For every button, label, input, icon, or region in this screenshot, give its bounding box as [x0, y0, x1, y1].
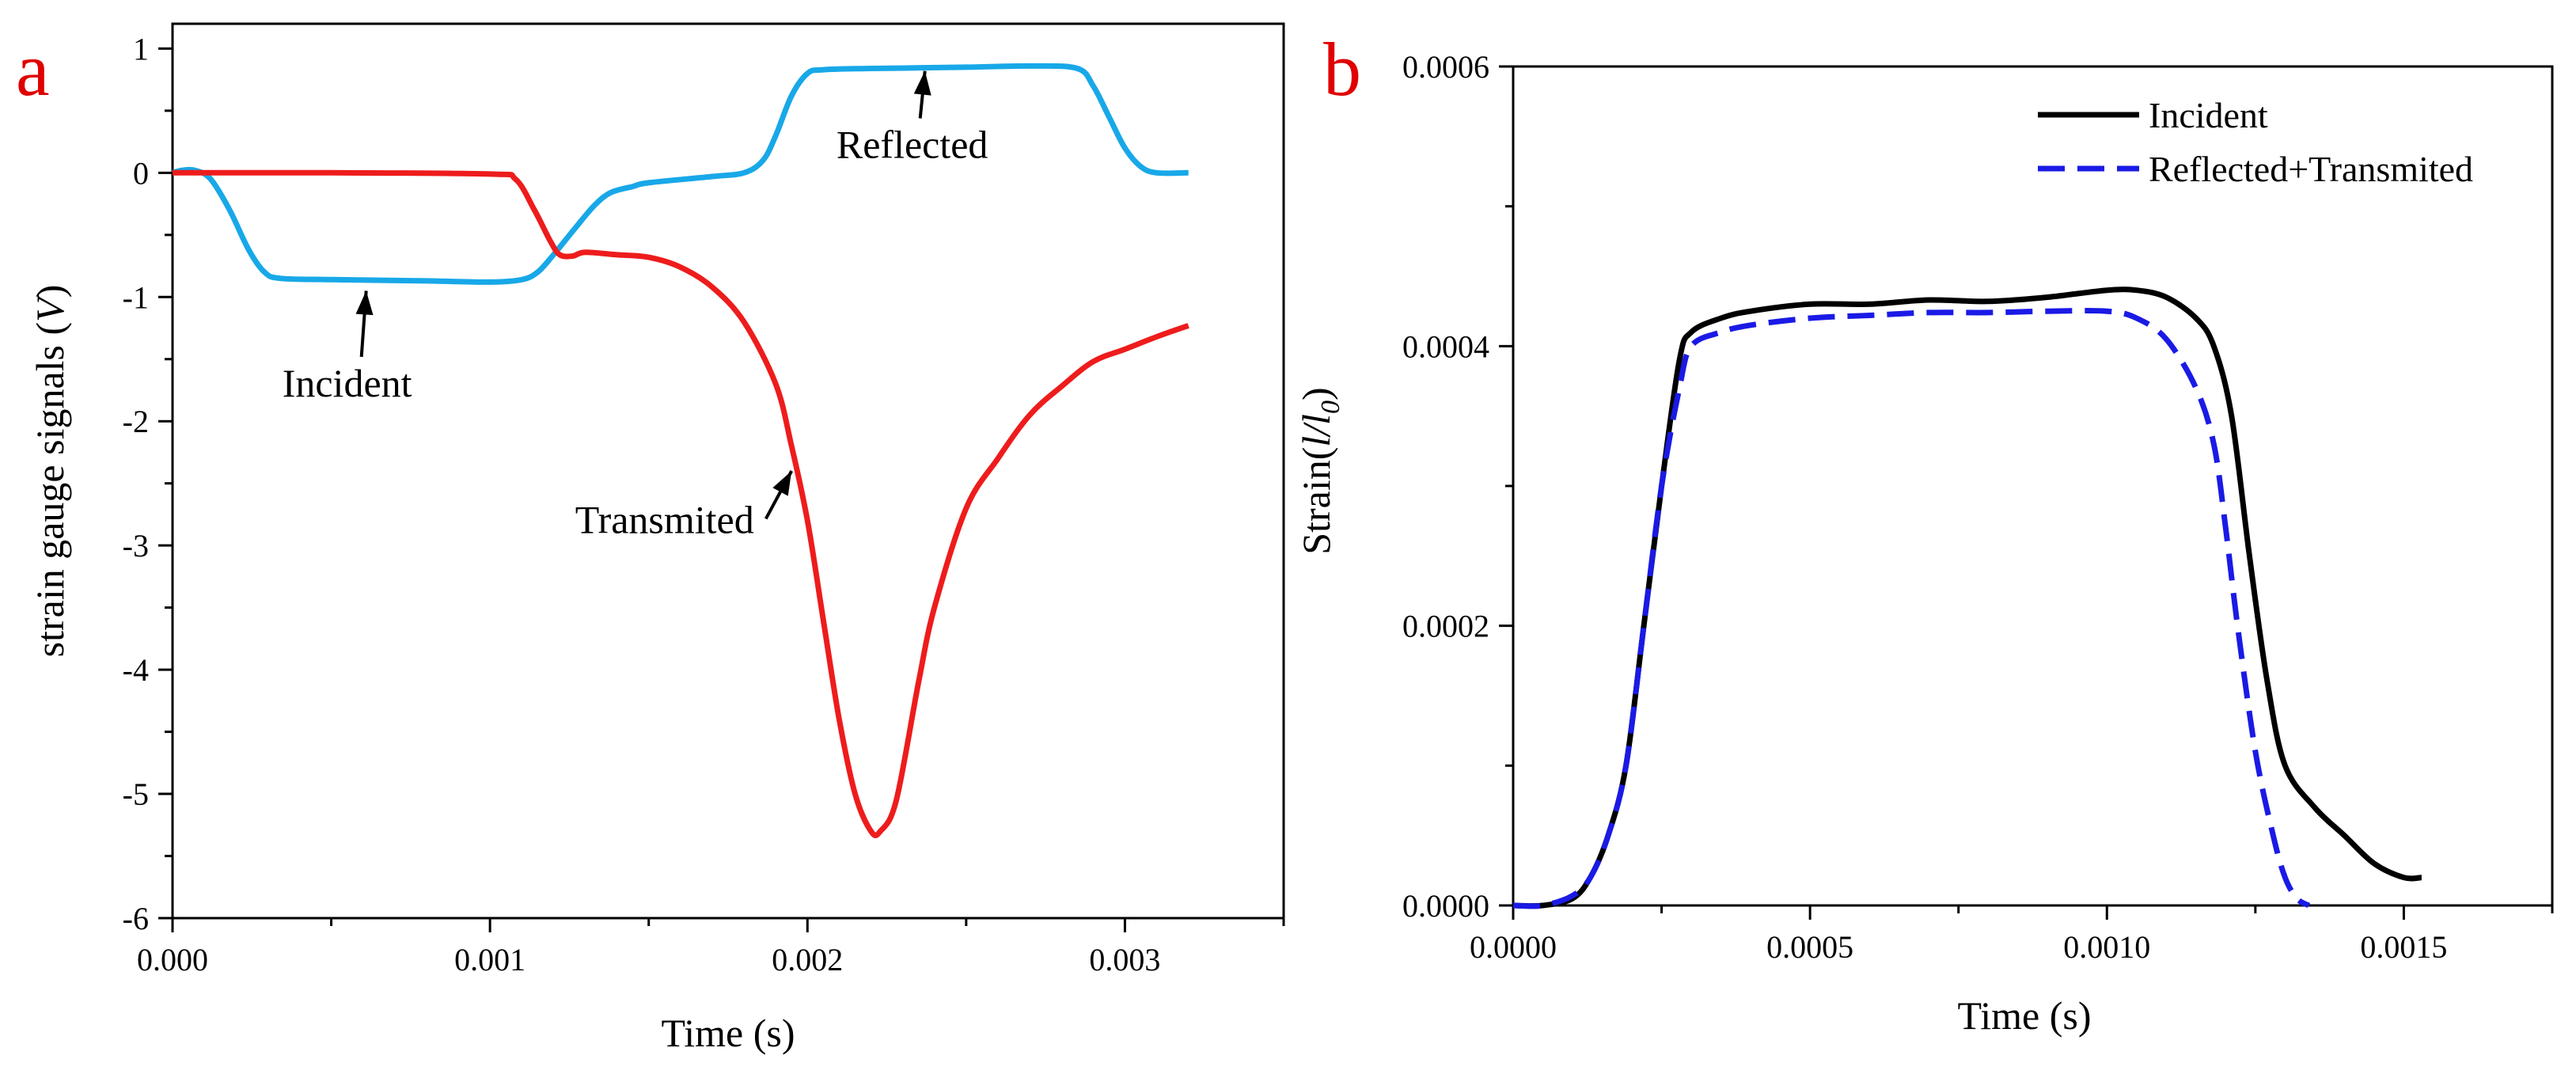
panel-a-y-tick-label: -5	[123, 776, 149, 812]
panel-b-ylabel-var: l/l	[1294, 414, 1338, 447]
panel-a-annotation-incident: Incident	[283, 361, 412, 405]
panel-b-x-tick-label: 0.0005	[1766, 929, 1853, 965]
panel-a-x-tick-label: 0.001	[454, 942, 525, 977]
panel-a-annotation-reflected: Reflected	[837, 123, 988, 167]
panel-a-x-tick-label: 0.003	[1089, 942, 1160, 977]
panel-b-series-reflected-transmited	[1512, 307, 2311, 909]
panel-a-annotation-transmited: Transmited	[575, 497, 754, 541]
panel-b: b 0.0000 0.0005 0.0010 0.00150.00000.00020.…	[1294, 27, 2554, 1038]
panel-b-ylabel-close: )	[1294, 387, 1338, 400]
panel-a-plot-area: 0.000 0.001 0.002 0.003 1 0 -1 -2 -3 -4 -5 -6 Incide…	[123, 22, 1285, 977]
legend-label-incident: Incident	[2149, 95, 2268, 135]
panel-a-label: a	[16, 27, 50, 112]
panel-b-y-tick-label: 0.0000	[1402, 888, 1489, 924]
panel-a-x-tick-label: 0.000	[137, 942, 208, 977]
panel-b-y-tick-label: 0.0002	[1402, 609, 1489, 644]
panel-a-ylabel: strain gauge signals (V)	[28, 285, 72, 658]
panel-a: a 0.000 0.001 0.002 0.003 1 0 -1 -2 -3 -4 -5 -6 Inci…	[16, 22, 1285, 1055]
panel-b-x-tick-label: 0.0010	[2063, 929, 2150, 965]
panel-b-x-tick-label: 0.0015	[2360, 929, 2447, 965]
panel-a-y-tick-label: -2	[123, 404, 149, 439]
panel-b-ylabel-main: Strain(	[1294, 447, 1338, 555]
panel-a-axes-frame	[171, 22, 1285, 920]
panel-a-y-tick-label: -4	[123, 652, 149, 688]
panel-b-ylabel: Strain(l/l0)	[1294, 387, 1345, 554]
panel-a-y-tick-label: 0	[133, 155, 149, 191]
panel-b-label: b	[1323, 27, 1361, 112]
panel-b-xlabel: Time (s)	[1957, 993, 2091, 1038]
panel-a-x-tick-label: 0.002	[772, 942, 843, 977]
panel-a-ylabel-unit: V	[28, 294, 72, 322]
panel-a-series-transmited	[172, 169, 1189, 838]
panel-a-y-tick-label: -6	[123, 901, 149, 936]
panel-a-xlabel: Time (s)	[661, 1011, 795, 1055]
panel-b-y-tick-label: 0.0006	[1402, 49, 1489, 85]
panel-b-legend: Incident Reflected+Transmited	[2038, 95, 2473, 189]
panel-b-x-tick-label: 0.0000	[1470, 929, 1557, 965]
panel-a-y-tick-label: -3	[123, 528, 149, 564]
panel-a-ylabel-close: )	[28, 285, 72, 298]
panel-a-series-incident-reflected	[172, 63, 1189, 285]
panel-a-y-tick-label: 1	[133, 31, 149, 66]
panel-b-y-tick-label: 0.0004	[1402, 328, 1489, 364]
panel-b-ylabel-sub: 0	[1316, 400, 1345, 414]
panel-a-annotation-arrowhead	[355, 290, 374, 316]
panel-a-annotation-arrowhead	[772, 471, 792, 496]
panel-a-ylabel-main: strain gauge signals (	[28, 322, 72, 658]
panel-a-annotation-arrowhead	[913, 70, 931, 96]
legend-label-reflected-transmited: Reflected+Transmited	[2149, 149, 2473, 189]
panel-a-y-tick-label: -1	[123, 279, 149, 315]
panel-b-plot-area: 0.0000 0.0005 0.0010 0.0015 0.0000 0.0002 0.00…	[1402, 49, 2554, 965]
